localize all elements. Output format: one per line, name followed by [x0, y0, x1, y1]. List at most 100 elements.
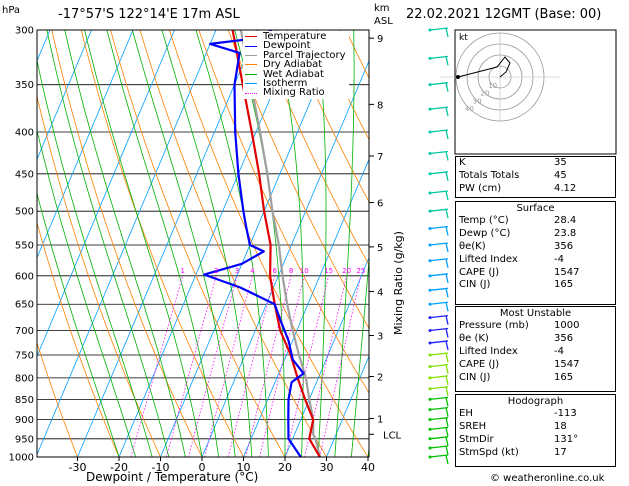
wind-barb [429, 171, 449, 175]
mixing-ratio-label: 15 [324, 267, 333, 275]
wind-barb [429, 426, 449, 430]
mixing-ratio-line [130, 275, 184, 457]
wind-barb [429, 436, 449, 440]
hodograph-trace [457, 56, 511, 78]
row-value: 356 [554, 332, 574, 344]
mixing-ratio-line [259, 275, 305, 457]
dry-adiabat [286, 30, 369, 203]
wind-barb [429, 363, 449, 368]
x-axis-label: Dewpoint / Temperature (°C) [86, 470, 259, 484]
table-row: Lifted Index -4 [455, 254, 616, 267]
row-label: Lifted Index [459, 345, 518, 357]
isotherm [77, 30, 258, 457]
wind-barb-flag [445, 375, 449, 386]
wet-adiabat [64, 30, 186, 457]
wind-barb-dot [428, 316, 432, 320]
wind-barb-dot [428, 226, 432, 230]
wind-barb-flag [445, 190, 449, 201]
row-label: StmSpd (kt) [459, 446, 519, 458]
wind-barb-flag [445, 407, 449, 417]
row-value: 1547 [554, 266, 580, 278]
wind-barb [429, 242, 449, 246]
wind-barb [429, 445, 449, 449]
dry-adiabat [37, 221, 120, 457]
wet-adiabat [37, 128, 136, 457]
dry-adiabat [37, 341, 78, 457]
legend-swatch [245, 83, 257, 85]
km-tick-label: 2 [377, 373, 383, 384]
wind-barb [429, 416, 449, 421]
wind-barb [429, 225, 449, 230]
pressure-tick-label: 950 [15, 434, 34, 445]
isotherm [37, 30, 175, 358]
footer-credit: © weatheronline.co.uk [490, 473, 605, 484]
legend-swatch [245, 45, 257, 47]
table-row: K 35 [455, 157, 616, 170]
pressure-tick-label: 550 [15, 240, 34, 251]
mixing-ratio-label: 1 [180, 267, 184, 275]
pressure-tick-label: 800 [15, 373, 34, 384]
mixing-ratio-label: 20 [342, 267, 351, 275]
wind-barb-flag [445, 386, 449, 396]
wind-barb [429, 314, 449, 319]
wind-barb [429, 454, 449, 458]
pressure-tick-label: 300 [15, 26, 34, 37]
table-section-title: Hodograph [507, 396, 564, 407]
row-value: 165 [554, 279, 574, 291]
mixing-ratio-line [166, 275, 217, 457]
mixing-ratio-label: 2 [214, 267, 218, 275]
hodograph-frame [454, 29, 617, 155]
wind-barb [429, 375, 449, 379]
wind-barb-dot [428, 130, 432, 134]
wind-barb-dot [428, 387, 432, 391]
wind-barb-dot [428, 376, 432, 380]
legend-swatch [245, 64, 257, 66]
row-value: 23.8 [554, 227, 577, 239]
legend: Temperature Dewpoint Parcel Trajectory Dry … [243, 31, 349, 99]
km-tick-label: 4 [377, 287, 383, 298]
wind-barb [429, 340, 449, 344]
hodograph-ring-label: 40 [465, 105, 474, 113]
wind-barb-dot [428, 437, 432, 441]
wind-barb [429, 82, 449, 86]
dry-adiabat [37, 95, 161, 457]
wet-adiabat [106, 30, 219, 457]
row-label: PW (cm) [459, 182, 502, 194]
wet-adiabat [275, 30, 304, 457]
pressure-tick-label: 450 [15, 169, 34, 180]
wind-barb [429, 208, 449, 212]
wet-adiabat [37, 192, 120, 457]
row-value: 1547 [554, 358, 580, 370]
wind-barb-dot [428, 341, 432, 345]
dry-adiabat [198, 30, 369, 394]
row-label: Totals Totals [459, 169, 520, 181]
row-value: 4.12 [554, 182, 577, 194]
wind-barb-dot [428, 28, 432, 32]
mixing-ratio-label: 25 [356, 267, 365, 275]
isotherm [284, 256, 369, 457]
wind-barb-flag [445, 302, 449, 312]
wet-adiabat [161, 30, 253, 457]
table-row: Lifted Index -4 [455, 346, 616, 359]
x-tick-label: 20 [278, 461, 292, 474]
table-section-title: Surface [516, 203, 555, 214]
row-label: θe(K) [459, 240, 486, 252]
x-tick-label: 0 [199, 461, 206, 474]
pressure-tick-label: 500 [15, 207, 34, 218]
table-row: Temp (°C) 28.4 [455, 215, 616, 228]
table-row: Totals Totals 45 [455, 170, 616, 183]
isotherm [37, 30, 92, 161]
row-value: -4 [554, 253, 564, 265]
legend-item: Wet Adiabat [245, 69, 346, 79]
row-label: Lifted Index [459, 253, 518, 265]
wind-barb-dot [428, 353, 432, 357]
wind-barb-flag [445, 258, 449, 268]
wind-barb-dot [428, 209, 432, 213]
parcel-trajectory-line [239, 30, 321, 457]
table-row: Dewp (°C) 23.8 [455, 228, 616, 241]
wind-barb-dot [428, 446, 432, 450]
wind-barb-flag [445, 273, 449, 283]
wet-adiabat [334, 30, 355, 457]
wind-barb-flag [445, 445, 449, 456]
row-label: CAPE (J) [459, 358, 500, 370]
